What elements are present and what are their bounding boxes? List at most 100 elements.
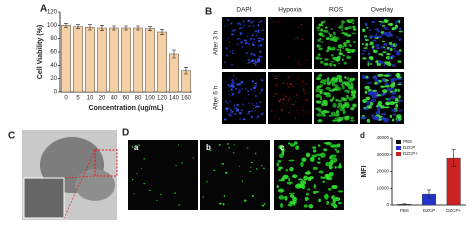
cell-spot [374,81,378,85]
cell-spot [249,171,252,173]
cell-spot [254,30,258,32]
cell-spot [175,164,177,167]
cell-spot [347,80,353,83]
cell-spot [379,23,382,26]
cell-spot [332,199,336,204]
cell-spot [351,48,356,53]
x-tick-label: 60 [123,96,130,102]
cell-spot [294,141,298,145]
cell-spot [244,41,248,43]
cell-spot [225,47,228,50]
cell-spot [276,185,279,189]
cell-spot [301,27,302,29]
cell-spot [398,20,401,24]
cell-spot [274,78,277,80]
row-label: After 6 h [213,85,220,110]
cell-spot [366,118,371,123]
cell-spot [380,46,385,49]
cell-spot [351,32,357,35]
cell-spot [230,63,234,66]
cell-spot [247,110,251,113]
cell-spot [278,100,281,102]
cell-spot [390,78,394,83]
subpanel-label: d [360,131,365,140]
cell-spot [335,98,339,102]
cell-spot [334,36,337,40]
cell-spot [342,109,346,115]
cell-spot [261,204,265,207]
cell-spot [131,146,134,148]
cell-spot [337,63,341,65]
cell-spot [395,97,399,101]
cell-spot [392,113,397,117]
cell-spot [253,62,256,65]
cell-spot [143,182,146,184]
y-axis-title: MFI [361,165,368,177]
cell-spot [288,112,291,114]
cell-spot [340,20,345,24]
cell-spot [380,92,384,97]
cell-spot [300,180,307,185]
cell-spot [333,63,337,67]
cell-spot [317,119,323,123]
cell-spot [345,44,347,48]
cell-spot [362,98,367,104]
cell-spot [229,111,232,114]
cell-spot [366,102,369,105]
y-tick-label: 20000 [376,169,389,174]
cell-spot [373,116,380,120]
cell-spot [227,113,229,115]
cell-spot [334,148,338,151]
cell-spot [260,55,263,58]
cell-spot [228,41,231,44]
cell-spot [329,99,334,102]
cell-spot [319,152,326,158]
cell-spot [371,20,376,24]
cell-spot [330,35,334,37]
cell-spot [209,149,212,152]
cell-spot [323,82,326,85]
cell-spot [251,34,255,37]
cell-spot [382,51,387,54]
cell-spot [329,33,333,36]
cell-spot [148,189,151,192]
cell-spot [243,39,247,42]
y-tick-label: 40000 [376,135,389,140]
cell-spot [300,24,303,26]
cell-spot [229,85,232,88]
cell-spot [244,98,246,100]
cell-spot [383,31,388,36]
cell-spot [288,76,290,78]
cell-spot [318,198,322,203]
cell-spot [376,94,382,97]
cell-spot [254,63,257,67]
cell-spot [353,40,356,44]
cell-spot [340,45,346,48]
legend-swatch [396,146,401,150]
cell-spot [328,32,330,35]
cell-spot [246,35,249,37]
cell-spot [337,99,343,103]
cell-spot [131,178,134,181]
cell-spot [325,94,332,98]
cell-spot [326,48,329,53]
cell-spot [227,24,229,26]
cell-spot [254,61,258,64]
cell-spot [317,29,320,32]
cell-spot [336,37,340,40]
cell-spot [315,153,323,156]
cell-spot [378,118,383,121]
cell-spot [231,81,235,85]
cell-spot [376,62,381,67]
cell-spot [178,204,181,206]
cell-spot [247,62,249,65]
cell-spot [301,184,306,190]
cell-spot [288,97,291,99]
cell-spot [344,103,350,109]
cell-spot [227,107,231,110]
cell-spot [380,60,384,65]
cell-spot [385,85,390,88]
cell-spot [236,83,239,86]
cell-spot [292,196,298,202]
cell-spot [381,24,386,27]
